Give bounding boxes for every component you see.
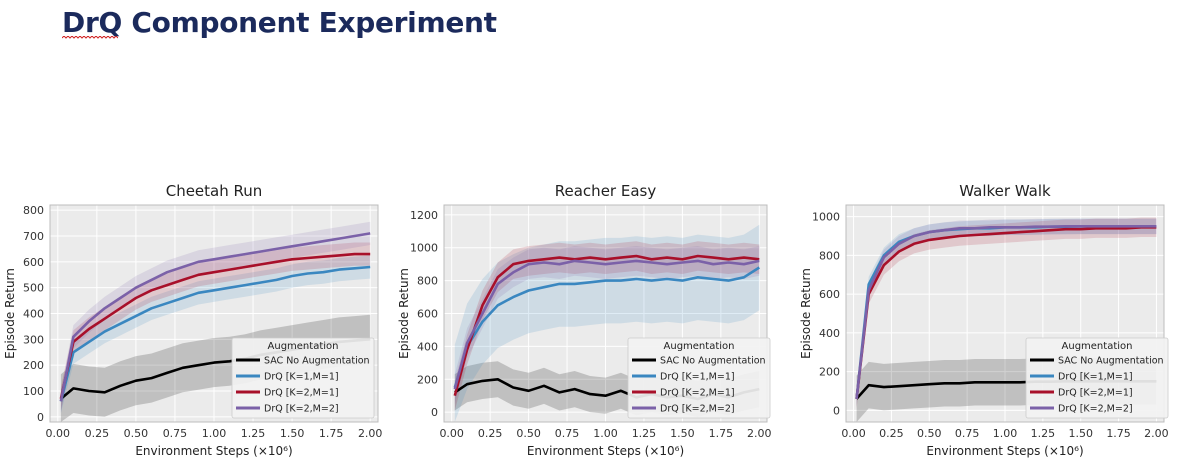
- y-tick-label: 800: [417, 275, 438, 288]
- cheetah-run-chart: Cheetah Run 0.00 0.25 0.50 0.75 1.00 1.25 1.50 1…: [0, 178, 385, 470]
- legend-label: DrQ [K=1,M=1]: [264, 372, 339, 383]
- x-tick-label: 0.75: [163, 427, 188, 440]
- x-tick-label: 2.00: [747, 427, 772, 440]
- x-axis-label: Environment Steps (×10⁶): [926, 444, 1083, 458]
- y-tick-label: 1200: [410, 209, 438, 222]
- legend-label: DrQ [K=1,M=1]: [1058, 372, 1133, 383]
- x-tick-label: 0.25: [478, 427, 503, 440]
- x-tick-label: 1.25: [1031, 427, 1056, 440]
- reacher-easy-chart: Reacher Easy 0.00 0.25 0.50 0.75 1.00 1.25 1.50…: [392, 178, 777, 470]
- x-tick-label: 1.75: [709, 427, 734, 440]
- legend-title: Augmentation: [664, 341, 735, 352]
- y-tick-label: 400: [23, 308, 44, 321]
- legend-label: DrQ [K=2,M=1]: [660, 388, 735, 399]
- x-tick-label: 0.00: [439, 427, 464, 440]
- x-tick-label: 0.50: [124, 427, 149, 440]
- y-tick-label: 300: [23, 333, 44, 346]
- legend-label: DrQ [K=2,M=1]: [264, 388, 339, 399]
- legend-label: DrQ [K=2,M=2]: [1058, 404, 1133, 415]
- x-tick-label: 0.50: [917, 427, 942, 440]
- y-tick-label: 600: [417, 308, 438, 321]
- x-tick-label: 0.25: [85, 427, 110, 440]
- legend-label: DrQ [K=2,M=2]: [264, 404, 339, 415]
- legend-label: DrQ [K=1,M=1]: [660, 372, 735, 383]
- legend-label: SAC No Augmentation: [264, 356, 370, 367]
- legend-title: Augmentation: [1062, 341, 1133, 352]
- y-tick-label: 1000: [410, 242, 438, 255]
- walker-walk-chart: Walker Walk 0.00 0.25 0.50 0.75 1.00 1.25 1.50 1…: [786, 178, 1171, 470]
- y-tick-label: 800: [23, 204, 44, 217]
- legend-title: Augmentation: [268, 341, 339, 352]
- x-tick-label: 1.00: [202, 427, 227, 440]
- y-axis-label: Episode Return: [799, 268, 813, 359]
- x-tick-label: 1.00: [993, 427, 1018, 440]
- y-tick-label: 700: [23, 230, 44, 243]
- x-tick-label: 2.00: [358, 427, 383, 440]
- cheetah-run-title: Cheetah Run: [166, 182, 263, 200]
- reacher-easy-legend: Augmentation SAC No Augmentation DrQ [K=1,…: [628, 338, 770, 418]
- legend-label: SAC No Augmentation: [1058, 356, 1164, 367]
- x-tick-label: 1.50: [1068, 427, 1093, 440]
- x-axis-label: Environment Steps (×10⁶): [135, 444, 292, 458]
- x-tick-label: 0.75: [555, 427, 580, 440]
- x-tick-label: 0.75: [955, 427, 980, 440]
- x-tick-label: 1.00: [593, 427, 618, 440]
- x-tick-label: 1.50: [670, 427, 695, 440]
- y-tick-label: 600: [23, 256, 44, 269]
- x-tick-label: 1.50: [280, 427, 305, 440]
- reacher-easy-title: Reacher Easy: [555, 182, 657, 200]
- walker-walk-title: Walker Walk: [959, 182, 1051, 200]
- cheetah-run-legend: Augmentation SAC No Augmentation DrQ [K=1,…: [232, 338, 374, 418]
- legend-label: DrQ [K=2,M=2]: [660, 404, 735, 415]
- y-tick-label: 200: [23, 359, 44, 372]
- x-tick-label: 0.25: [879, 427, 904, 440]
- y-tick-label: 0: [37, 411, 44, 424]
- x-tick-label: 1.25: [241, 427, 266, 440]
- y-tick-label: 600: [819, 288, 840, 301]
- y-tick-label: 0: [833, 404, 840, 417]
- x-tick-label: 0.00: [46, 427, 71, 440]
- legend-label: SAC No Augmentation: [660, 356, 766, 367]
- legend-label: DrQ [K=2,M=1]: [1058, 388, 1133, 399]
- y-tick-label: 200: [819, 366, 840, 379]
- y-tick-label: 400: [417, 340, 438, 353]
- y-tick-label: 200: [417, 373, 438, 386]
- y-tick-label: 500: [23, 282, 44, 295]
- page-title: DrQ Component Experiment: [62, 6, 497, 39]
- y-tick-label: 400: [819, 327, 840, 340]
- y-tick-label: 0: [431, 406, 438, 419]
- walker-walk-legend: Augmentation SAC No Augmentation DrQ [K=1,…: [1026, 338, 1168, 418]
- y-axis-label: Episode Return: [3, 268, 17, 359]
- x-axis-label: Environment Steps (×10⁶): [527, 444, 684, 458]
- y-tick-label: 800: [819, 249, 840, 262]
- y-tick-label: 1000: [812, 211, 840, 224]
- x-tick-label: 0.00: [841, 427, 866, 440]
- x-tick-label: 1.75: [319, 427, 344, 440]
- y-axis-label: Episode Return: [397, 268, 411, 359]
- x-tick-label: 1.25: [632, 427, 657, 440]
- x-tick-label: 0.50: [516, 427, 541, 440]
- x-tick-label: 2.00: [1144, 427, 1169, 440]
- y-tick-label: 100: [23, 385, 44, 398]
- spellcheck-underline: [62, 36, 118, 40]
- x-tick-label: 1.75: [1106, 427, 1131, 440]
